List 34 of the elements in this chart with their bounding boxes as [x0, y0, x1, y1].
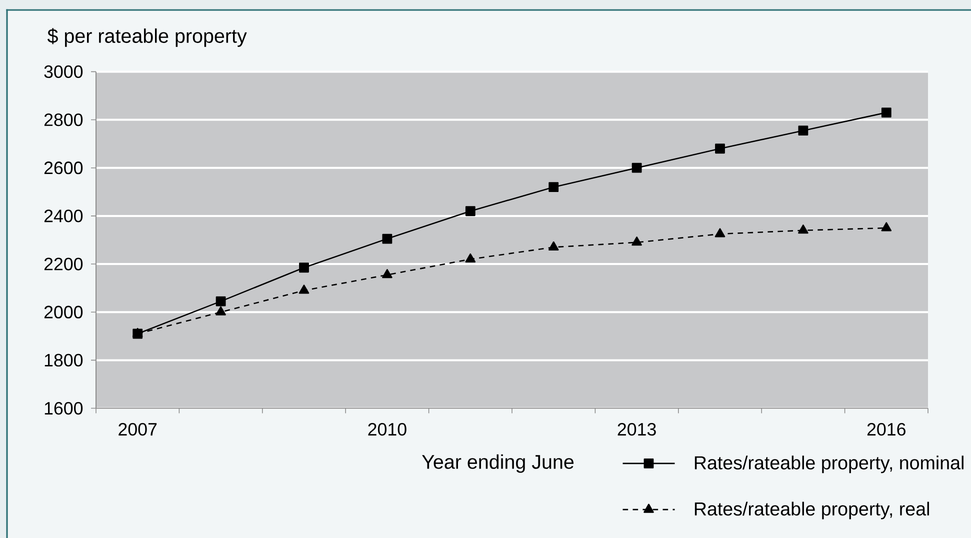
- point: [465, 253, 476, 262]
- legend-label: Rates/rateable property, real: [694, 502, 929, 520]
- y-tick-label: 1600: [44, 402, 83, 415]
- x-tick-label: 2010: [368, 423, 406, 436]
- point: [632, 162, 642, 173]
- x-tick-label: 2007: [118, 423, 157, 436]
- point: [216, 296, 226, 306]
- point: [382, 269, 392, 278]
- point: [632, 236, 642, 246]
- y-tick-label: 2600: [44, 162, 83, 174]
- point: [382, 234, 392, 244]
- point: [798, 126, 808, 136]
- point: [881, 222, 892, 232]
- x-tick-label: 2013: [618, 423, 656, 436]
- point: [216, 306, 226, 316]
- point: [298, 284, 310, 294]
- y-tick-label: 2000: [44, 306, 83, 318]
- y-tick-label: 1800: [44, 354, 83, 367]
- point: [714, 228, 726, 238]
- point: [299, 262, 309, 273]
- point: [548, 182, 559, 192]
- x-axis-title: Year ending June: [422, 454, 574, 473]
- y-axis-title: $ per rateable property: [47, 28, 247, 47]
- point: [798, 224, 808, 234]
- y-tick-label: 2400: [44, 210, 83, 222]
- y-tick-label: 2800: [44, 113, 83, 126]
- point: [881, 108, 892, 118]
- point: [715, 144, 725, 154]
- y-tick-label: 2200: [44, 258, 83, 270]
- x-tick-label: 2016: [867, 423, 906, 436]
- point: [465, 206, 476, 216]
- y-tick-label: 3000: [44, 65, 83, 78]
- point: [548, 241, 559, 250]
- legend-label: Rates/rateable property, nominal: [694, 456, 964, 474]
